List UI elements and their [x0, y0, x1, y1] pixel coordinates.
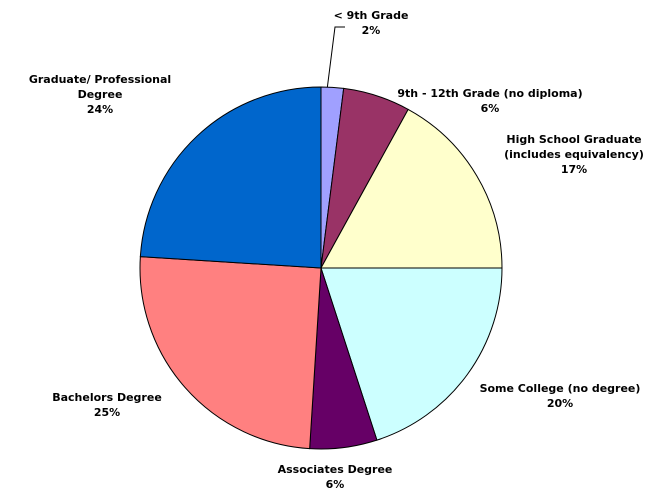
category-name: Graduate/ Professional Degree: [28, 73, 172, 101]
value-label: 6%: [325, 478, 345, 491]
value-label: 24%: [86, 103, 114, 116]
value-label: 2%: [361, 24, 381, 37]
slice-label: Bachelors Degree 25%: [27, 390, 187, 420]
pie-slice: [320, 267, 503, 441]
pie-slice: [320, 108, 503, 269]
slice-label: 9th - 12th Grade (no diploma) 6%: [370, 86, 610, 116]
leader-line: [326, 26, 345, 91]
slice-label: High School Graduate (includes equivalen…: [479, 132, 665, 177]
value-label: 6%: [480, 102, 500, 115]
slice-label: Graduate/ Professional Degree 24%: [5, 72, 195, 117]
value-label: 25%: [93, 406, 121, 419]
slice-label: Associates Degree 6%: [255, 462, 415, 492]
category-name: Some College (no degree): [479, 382, 641, 395]
slice-label: < 9th Grade 2%: [311, 8, 431, 38]
value-label: 17%: [560, 163, 588, 176]
pie-slice: [139, 86, 322, 269]
category-name: 9th - 12th Grade (no diploma): [397, 87, 583, 100]
category-name: High School Graduate (includes equivalen…: [504, 133, 644, 161]
value-label: 20%: [546, 397, 574, 410]
pie-slice: [139, 256, 322, 450]
category-name: Bachelors Degree: [52, 391, 162, 404]
slice-label: Some College (no degree) 20%: [460, 381, 660, 411]
category-name: < 9th Grade: [333, 9, 409, 22]
category-name: Associates Degree: [277, 463, 393, 476]
